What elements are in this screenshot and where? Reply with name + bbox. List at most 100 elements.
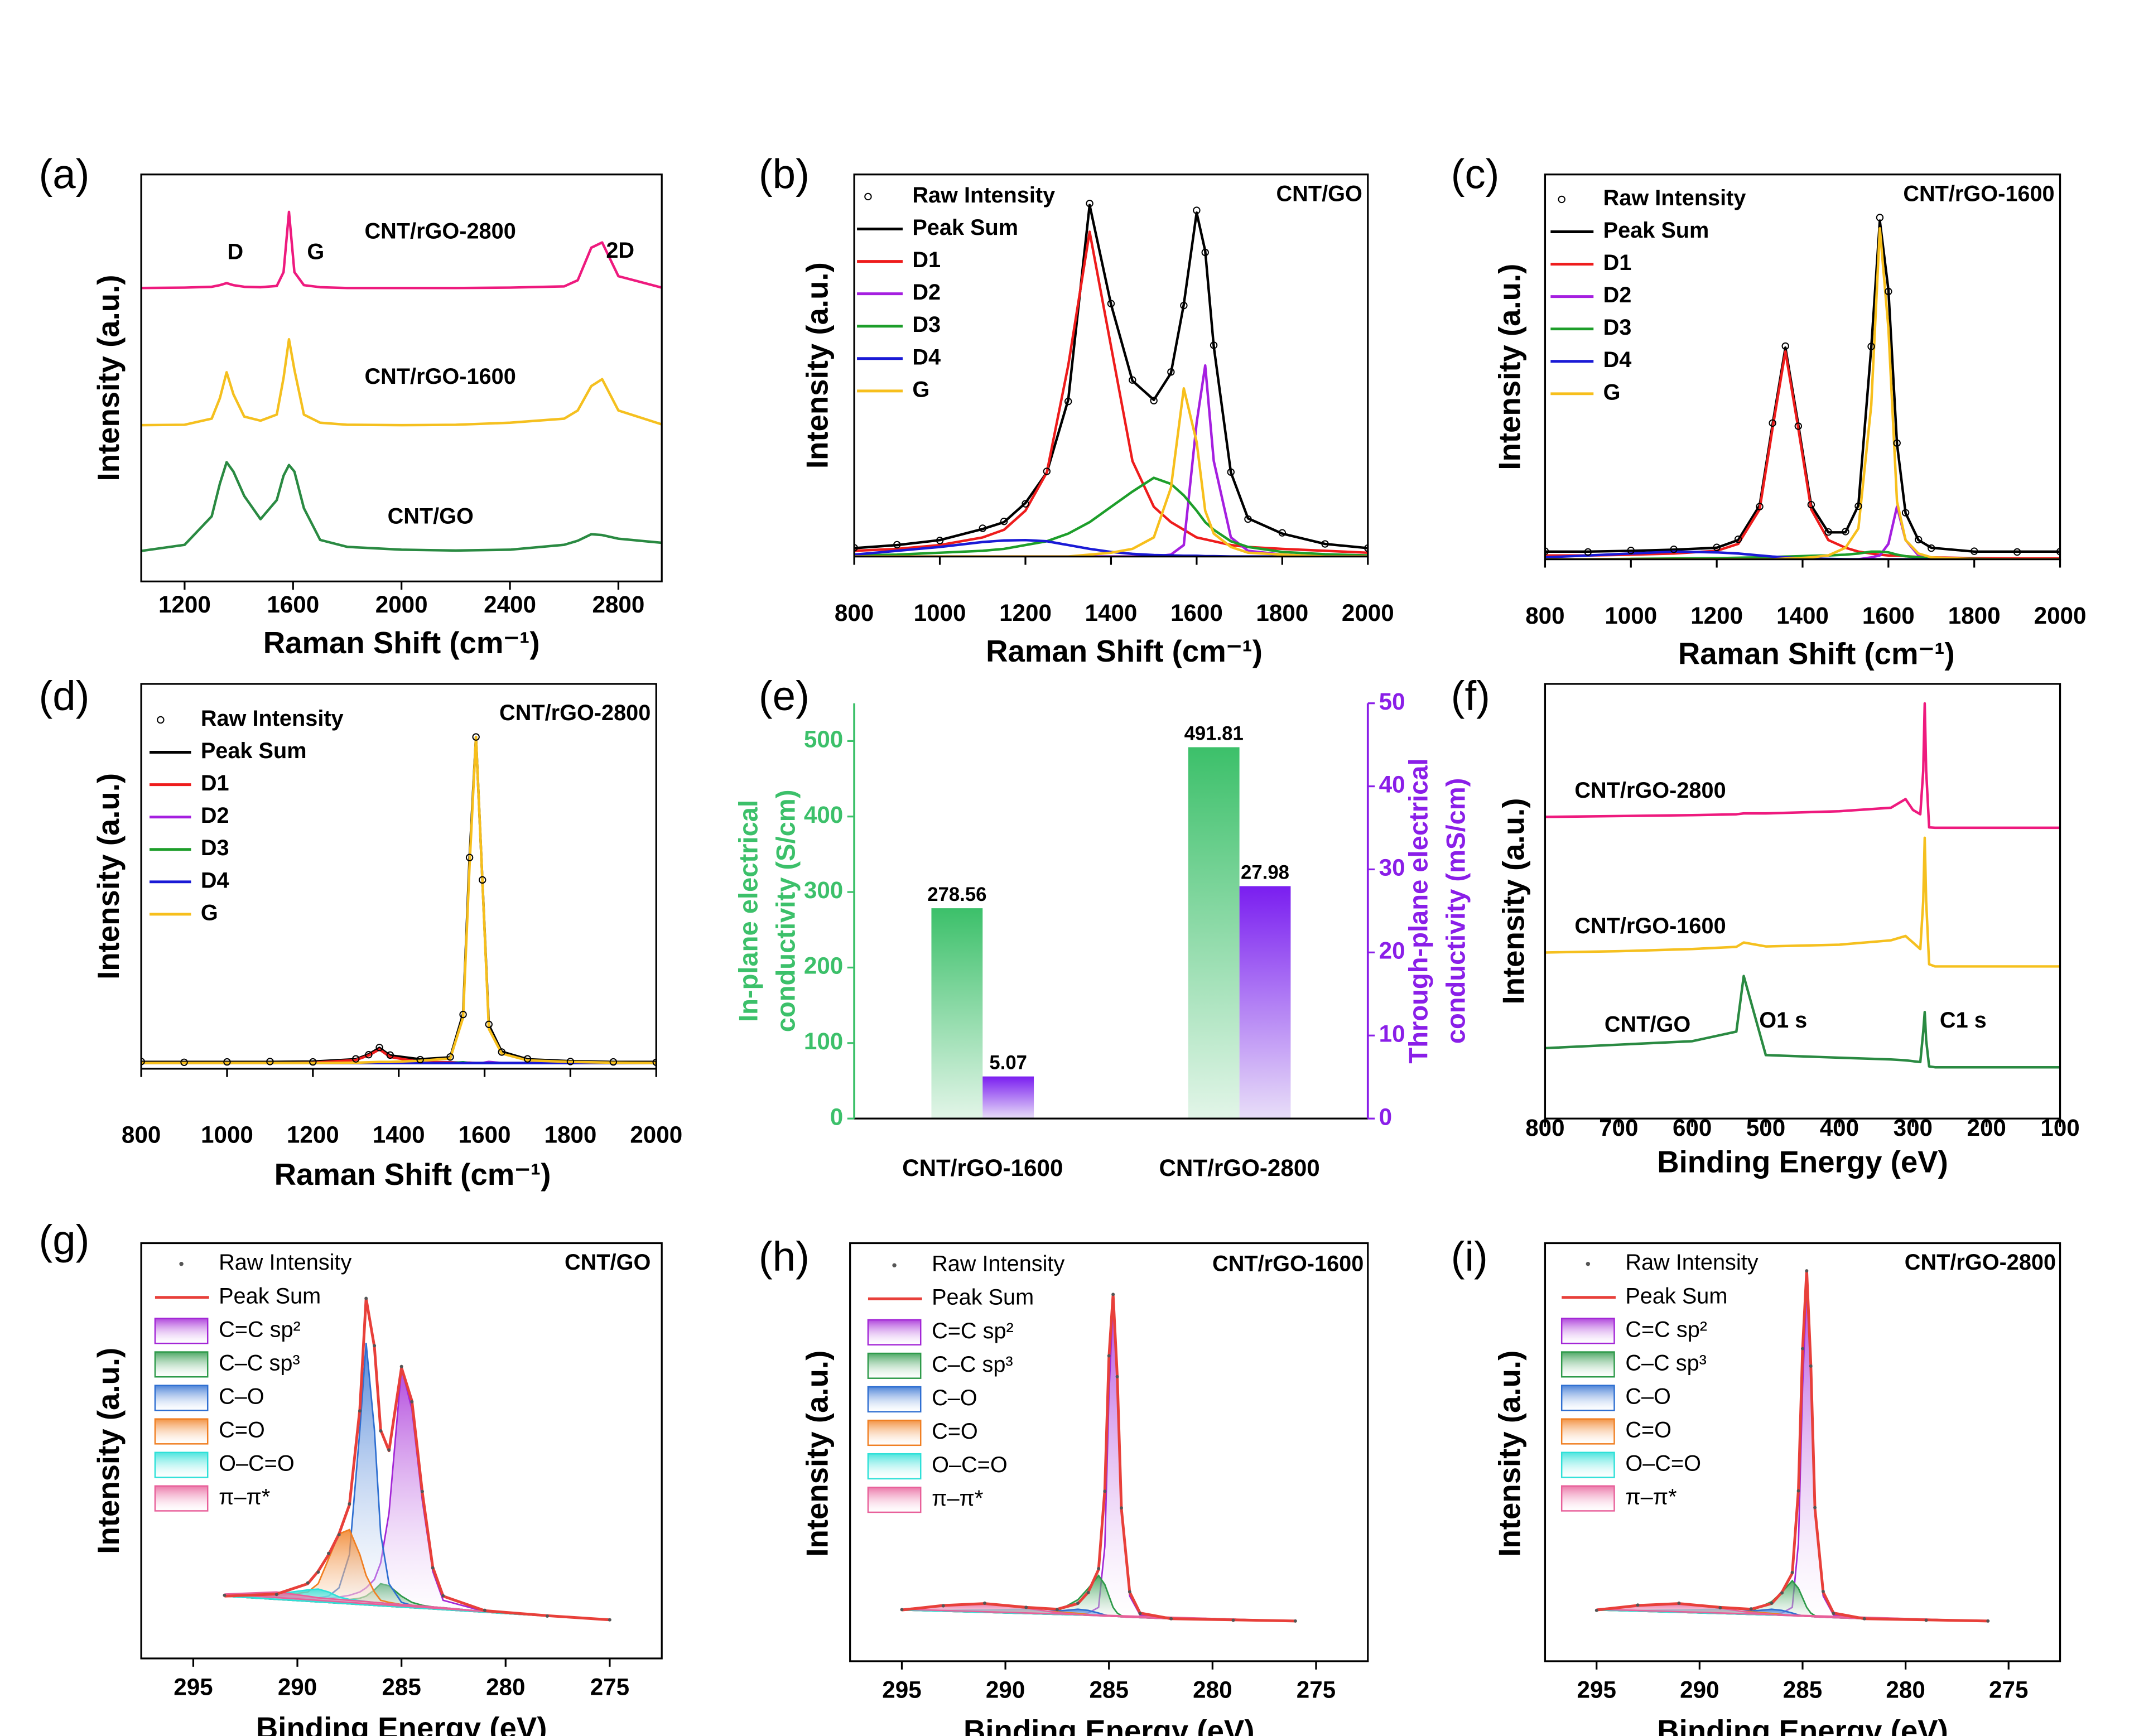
legend-label: C–O [219,1384,264,1409]
panel: (c) 800 1000 1200 1400 1600 1800 2000 Raman Shif… [1451,151,2087,671]
data-point [1924,1618,1928,1622]
legend-swatch [867,1453,922,1480]
legend-label: C=O [1625,1417,1671,1442]
y-axis-label: Through-plane electrical [1404,758,1433,1063]
plot-area [900,1293,1297,1623]
data-point [983,1601,986,1605]
plot-area [223,1296,611,1622]
legend-label: D2 [1603,283,1632,307]
data-point [431,1566,435,1570]
panel-title: CNT/rGO-1600 [1903,181,2054,206]
legend-label: Peak Sum [912,215,1018,240]
data-point [327,1551,330,1555]
series-line [141,461,662,552]
x-tick-label: 1800 [544,1122,596,1148]
data-point [1167,368,1175,376]
panel-label: (i) [1451,1233,1488,1280]
data-point [566,1058,575,1065]
x-axis-label: Raman Shift (cm⁻¹) [274,1158,551,1192]
legend-swatch [867,1386,922,1412]
series-line [1545,975,2060,1069]
legend-label: G [201,900,218,925]
x-tick-label: 1200 [287,1122,339,1148]
data-point [478,876,486,884]
y-axis-label: Intensity (a.u.) [91,1348,126,1554]
x-tick-label: 285 [1783,1677,1822,1703]
x-tick-label: 1600 [1170,600,1223,626]
x-tick-label: 1200 [1690,602,1743,629]
data-point [352,1055,360,1063]
data-point [141,1058,145,1065]
panel: (d) 800 1000 1200 1400 1600 1800 2000 Raman Shif… [38,673,682,1192]
data-point [1150,397,1158,404]
x-tick-label: 295 [882,1677,921,1703]
panel-label: (d) [38,673,89,719]
data-point [608,1618,611,1622]
y-tick-label: 300 [804,877,843,903]
series-line [224,1297,610,1622]
legend-label: D3 [201,836,229,860]
legend-label: C=C sp² [932,1319,1014,1343]
series-line [1545,227,2060,560]
data-point [1193,206,1201,214]
annotation: CNT/rGO-1600 [1574,914,1726,938]
x-tick-label: 400 [1820,1115,1859,1141]
x-tick-label: 285 [382,1674,421,1700]
legend-label: Peak Sum [1625,1284,1727,1308]
data-point [1076,1601,1080,1605]
data-point [1718,1606,1722,1610]
legend-label: C–O [932,1386,977,1410]
x-tick-label: 1600 [1862,602,1915,629]
data-point [472,733,480,741]
data-point [399,1364,403,1368]
panel-label: (a) [38,151,89,197]
legend-label: Peak Sum [219,1284,321,1308]
legend-label: D4 [912,345,941,369]
annotation: CNT/rGO-2800 [1574,778,1726,803]
legend-swatch [154,1385,209,1411]
legend-label: π–π* [932,1486,983,1511]
data-point [1970,547,1978,555]
data-point [1244,515,1252,523]
x-tick-label: 2000 [2034,602,2087,629]
data-point [379,1429,383,1433]
panel-title: CNT/rGO-2800 [499,701,651,725]
y-axis-label: Intensity (a.u.) [1492,1351,1526,1557]
x-axis-label: Binding Energy (eV) [1657,1145,1948,1179]
x-tick-label: 275 [590,1674,629,1700]
x-tick-label: 280 [1193,1677,1232,1703]
data-point [936,537,944,544]
data-point [1809,1364,1813,1368]
data-point [1545,547,1549,555]
legend-label: D2 [201,803,229,828]
y-tick-label: 200 [804,953,843,979]
x-tick-label: 2400 [484,591,536,618]
data-point [485,1020,493,1029]
data-point [893,541,901,549]
value-label: 278.56 [927,884,986,905]
data-point [223,1593,227,1597]
x-tick-label: 1400 [1776,602,1829,629]
x-tick-label: 280 [486,1674,525,1700]
panel-title: CNT/rGO-2800 [1905,1250,2056,1275]
x-axis-label: Raman Shift (cm⁻¹) [1678,637,1955,671]
x-tick-label: 800 [1525,602,1564,629]
data-point [459,1010,467,1019]
data-point [274,1593,278,1597]
plot-area [141,210,662,552]
panel: (a) 1200 1600 2000 2400 2800 Raman Shift (cm⁻¹… [38,151,663,660]
data-point [1180,301,1188,310]
legend-swatch [154,1485,209,1512]
data-point [1780,1591,1784,1595]
legend-label: D3 [1603,315,1632,340]
data-point [1713,543,1721,551]
legend-label: C–C sp³ [932,1352,1013,1377]
plot-area [1594,1269,1990,1623]
data-point [446,1053,454,1061]
data-point [1120,1506,1123,1510]
data-point [652,1058,657,1066]
data-point [1055,1608,1059,1612]
x-tick-label: 200 [1967,1115,2006,1141]
data-point [1885,287,1892,296]
